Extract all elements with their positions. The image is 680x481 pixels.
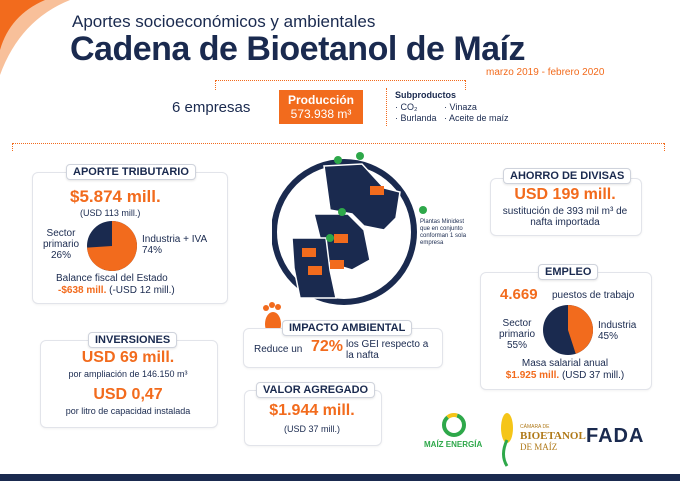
location-pin-icon — [326, 234, 334, 242]
maiz-energia-logo-icon — [442, 413, 466, 437]
empleo-tag: EMPLEO — [538, 264, 599, 280]
page-title: Cadena de Bioetanol de Maíz — [70, 30, 526, 68]
tributario-industry-pct: 74% — [142, 245, 163, 256]
location-pin-icon — [334, 156, 342, 164]
inversiones-amount2: USD 0,47 — [93, 386, 163, 403]
corn-cob-icon — [501, 413, 513, 467]
byproduct-item: · Burlanda — [395, 113, 437, 123]
byproduct-item: · Vinaza — [444, 102, 477, 112]
valor-amount: $1.944 mill. — [269, 402, 355, 419]
camara-logo-line1: CÁMARA DE — [520, 424, 550, 430]
header-subtitle: Aportes socioeconómicos y ambientales — [72, 12, 376, 31]
production-box: Producción 573.938 m³ — [279, 90, 363, 124]
tributario-pie — [87, 221, 137, 271]
empleo-salary-usd: (USD 37 mill.) — [561, 370, 625, 381]
tributario-primary-pct: 26% — [50, 250, 71, 261]
tributario-balance-value: -$638 mill. — [58, 285, 107, 296]
impacto-tag: IMPACTO AMBIENTAL — [282, 320, 413, 336]
fada-logo: FADA — [586, 425, 645, 447]
impacto-pre: Reduce un — [254, 344, 303, 355]
tributario-balance-label: Balance fiscal del Estado — [56, 273, 168, 284]
period-label: marzo 2019 - febrero 2020 — [486, 67, 605, 78]
inversiones-card — [40, 340, 218, 428]
argentina-map — [272, 152, 417, 305]
valor-tag: VALOR AGREGADO — [256, 382, 376, 398]
byproduct-item: · Aceite de maíz — [444, 113, 509, 123]
inversiones-desc2: por litro de capacidad instalada — [65, 406, 191, 416]
impacto-post: los GEI respecto a la nafta — [346, 339, 429, 361]
companies-count: 6 empresas — [172, 99, 251, 116]
location-pin-icon — [419, 206, 427, 214]
byproducts-title: Subproductos — [395, 90, 456, 100]
inversiones-tag: INVERSIONES — [88, 332, 178, 348]
empleo-pie — [543, 305, 593, 355]
factory-icon — [330, 260, 344, 269]
empleo-industry-pct: 45% — [598, 331, 619, 342]
empleo-jobs-label: puestos de trabajo — [552, 290, 635, 301]
empleo-primary-label: Sector primario — [498, 318, 536, 340]
byproduct-item: · CO₂ — [395, 102, 418, 112]
empleo-salary-value: $1.925 mill. — [505, 370, 560, 381]
divisas-amount: USD 199 mill. — [514, 186, 616, 203]
divisas-desc: sustitución de 393 mil m³ de nafta impor… — [502, 206, 628, 228]
valor-usd: (USD 37 mill.) — [283, 424, 340, 434]
empleo-jobs: 4.669 — [500, 286, 538, 303]
tributario-balance-usd: (-USD 12 mill.) — [109, 285, 175, 296]
camara-logo-line3: DE MAÍZ — [520, 442, 558, 452]
impacto-value: 72% — [311, 338, 344, 355]
inversiones-amount1: USD 69 mill. — [81, 349, 175, 366]
tributario-usd: (USD 113 mill.) — [80, 208, 141, 218]
map-note: Plantas Minidest que en conjunto conform… — [420, 219, 467, 246]
location-pin-icon — [338, 208, 346, 216]
factory-icon — [308, 266, 322, 275]
factory-icon — [302, 248, 316, 257]
tributario-amount: $5.874 mill. — [70, 187, 161, 206]
factory-icon — [334, 234, 348, 243]
tributario-primary-label: Sector primario — [42, 228, 80, 250]
empleo-pie-industry-slice — [568, 305, 593, 354]
tributario-tag: APORTE TRIBUTARIO — [66, 164, 196, 180]
corner-decoration — [0, 0, 70, 75]
camara-logo-line2: BIOETANOL — [520, 430, 586, 442]
divisas-tag: AHORRO DE DIVISAS — [503, 168, 632, 184]
empleo-primary-pct: 55% — [506, 340, 527, 351]
factory-icon — [370, 186, 384, 195]
empleo-salary-label: Masa salarial anual — [521, 358, 609, 369]
location-pin-icon — [356, 152, 364, 160]
footer-bar — [0, 474, 680, 481]
production-value: 573.938 m³ — [290, 107, 352, 121]
production-label: Producción — [287, 93, 354, 107]
maiz-energia-logo-text: MAÍZ ENERGÍA — [424, 440, 483, 449]
tributario-industry-label: Industria + IVA — [142, 234, 208, 245]
tributario-pie-industry-slice — [87, 221, 137, 271]
inversiones-desc1: por ampliación de 146.150 m³ — [68, 369, 188, 379]
empleo-industry-label: Industria — [598, 320, 637, 331]
